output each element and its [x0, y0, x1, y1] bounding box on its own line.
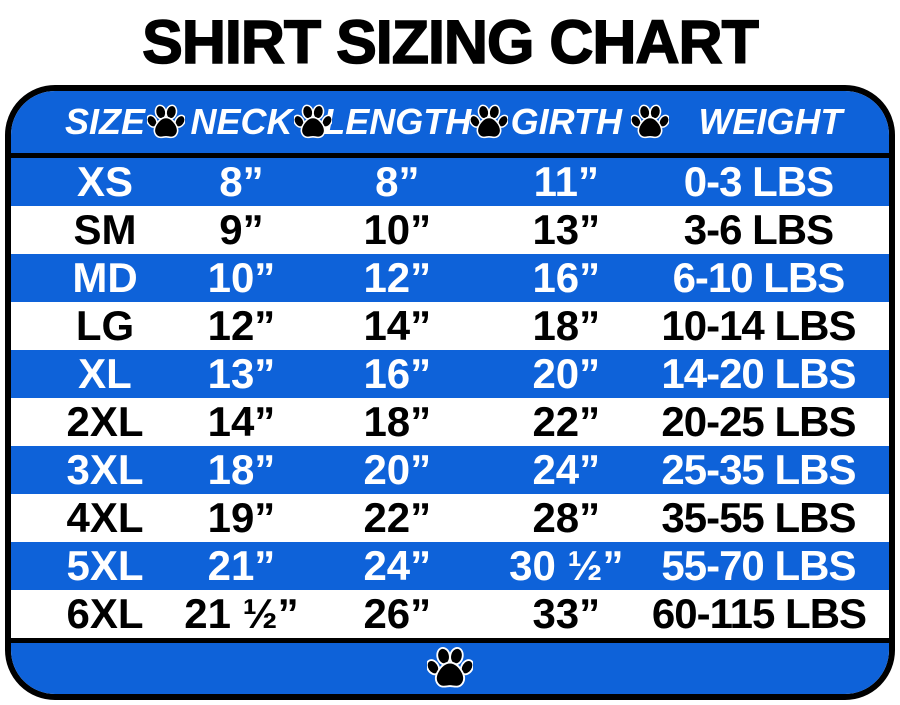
paw-icon	[469, 103, 508, 139]
cell-length: 22”	[363, 494, 432, 541]
cell-neck: 10”	[207, 254, 276, 301]
cell-weight: 35-55 LBS	[661, 494, 856, 541]
paw-icon	[427, 645, 473, 688]
cell-girth: 13”	[532, 206, 601, 253]
cell-neck: 18”	[207, 446, 276, 493]
cell-size: LG	[75, 302, 135, 349]
cell-neck: 13”	[207, 350, 276, 397]
cell-girth: 18”	[532, 302, 601, 349]
cell-length: 12”	[363, 254, 432, 301]
cell-neck: 8”	[219, 158, 264, 205]
sizing-table: SIZE NECK LENGTH GIRTH WEIGHT XS 8” 8” 1…	[5, 85, 895, 700]
cell-size: 2XL	[66, 398, 144, 445]
cell-weight: 10-14 LBS	[661, 302, 856, 349]
cell-neck: 14”	[207, 398, 276, 445]
cell-girth: 22”	[532, 398, 601, 445]
table-row: MD 10” 12” 16” 6-10 LBS	[11, 254, 889, 302]
paw-icon	[146, 103, 185, 139]
table-header: SIZE NECK LENGTH GIRTH WEIGHT	[11, 91, 889, 158]
cell-size: 4XL	[66, 494, 144, 541]
cell-length: 20”	[363, 446, 432, 493]
cell-length: 18”	[363, 398, 432, 445]
cell-length: 14”	[363, 302, 432, 349]
cell-weight: 14-20 LBS	[661, 350, 856, 397]
cell-weight: 6-10 LBS	[672, 254, 846, 301]
table-row: XS 8” 8” 11” 0-3 LBS	[11, 158, 889, 206]
cell-girth: 20”	[532, 350, 601, 397]
table-row: 3XL 18” 20” 24” 25-35 LBS	[11, 446, 889, 494]
cell-length: 26”	[363, 590, 432, 637]
paw-icon	[631, 103, 670, 139]
cell-girth: 24”	[532, 446, 601, 493]
cell-length: 10”	[363, 206, 432, 253]
cell-neck: 19”	[207, 494, 276, 541]
cell-weight: 55-70 LBS	[661, 542, 856, 589]
table-row: SM 9” 10” 13” 3-6 LBS	[11, 206, 889, 254]
cell-size: XS	[77, 158, 134, 205]
cell-size: 5XL	[66, 542, 144, 589]
cell-girth: 11”	[533, 158, 599, 205]
column-header-length: LENGTH	[323, 101, 472, 142]
cell-girth: 28”	[532, 494, 601, 541]
column-header-size: SIZE	[65, 101, 146, 142]
table-row: 2XL 14” 18” 22” 20-25 LBS	[11, 398, 889, 446]
cell-weight: 3-6 LBS	[683, 206, 834, 253]
cell-girth: 16”	[532, 254, 601, 301]
table-row: LG 12” 14” 18” 10-14 LBS	[11, 302, 889, 350]
cell-size: 6XL	[66, 590, 144, 637]
cell-size: 3XL	[66, 446, 144, 493]
cell-length: 8”	[375, 158, 420, 205]
cell-neck: 12”	[207, 302, 276, 349]
cell-length: 24”	[363, 542, 432, 589]
table-row: 5XL 21” 24” 30 ½” 55-70 LBS	[11, 542, 889, 590]
cell-length: 16”	[363, 350, 432, 397]
page-title: SHIRT SIZING CHART	[141, 7, 759, 76]
column-header-neck: NECK	[190, 101, 293, 142]
cell-girth: 30 ½”	[509, 542, 624, 589]
cell-size: SM	[73, 206, 137, 253]
cell-weight: 60-115 LBS	[651, 590, 867, 637]
column-header-weight: WEIGHT	[698, 101, 843, 142]
table-row: 4XL 19” 22” 28” 35-55 LBS	[11, 494, 889, 542]
cell-weight: 20-25 LBS	[661, 398, 856, 445]
cell-size: XL	[78, 350, 132, 397]
cell-size: MD	[72, 254, 138, 301]
paw-icon	[294, 103, 333, 139]
table-row: XL 13” 16” 20” 14-20 LBS	[11, 350, 889, 398]
table-body: XS 8” 8” 11” 0-3 LBS SM 9” 10” 13” 3-6 L…	[11, 158, 889, 638]
cell-girth: 33”	[532, 590, 601, 637]
cell-neck: 9”	[219, 206, 264, 253]
cell-neck: 21”	[207, 542, 276, 589]
title-bar: SHIRT SIZING CHART	[0, 0, 900, 84]
table-row: 6XL 21 ½” 26” 33” 60-115 LBS	[11, 590, 889, 638]
table-footer	[11, 638, 889, 694]
cell-weight: 25-35 LBS	[661, 446, 856, 493]
column-header-girth: GIRTH	[510, 101, 622, 142]
cell-neck: 21 ½”	[184, 590, 299, 637]
cell-weight: 0-3 LBS	[683, 158, 834, 205]
